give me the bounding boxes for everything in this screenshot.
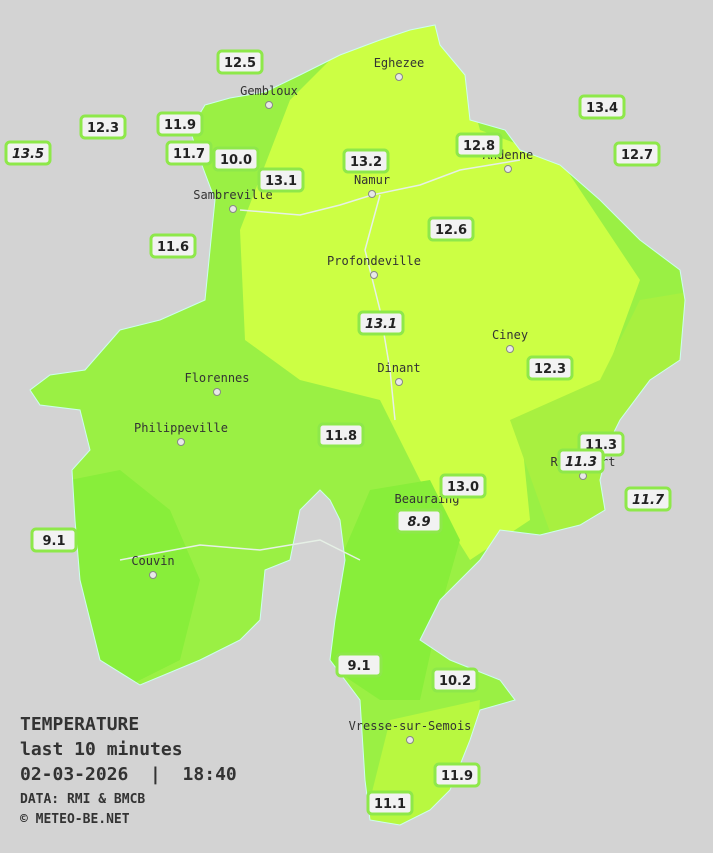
station-box xyxy=(578,94,626,120)
city-dot xyxy=(579,472,587,480)
city-name: Couvin xyxy=(131,554,174,568)
station-value: 11.7 xyxy=(173,147,205,162)
station-box xyxy=(342,148,390,174)
city-dot xyxy=(368,190,376,198)
station-value: 10.2 xyxy=(439,674,471,689)
station-value: 12.8 xyxy=(463,139,495,154)
station-box xyxy=(624,486,672,512)
city-name: Philippeville xyxy=(134,421,228,435)
station-box xyxy=(431,667,479,693)
city-dot xyxy=(149,571,157,579)
station-value: 11.8 xyxy=(325,429,357,444)
station-box xyxy=(526,355,574,381)
station-value: 11.1 xyxy=(374,797,406,812)
station-value: 11.3 xyxy=(565,455,597,470)
station-box xyxy=(557,448,605,474)
station-box xyxy=(165,140,213,166)
station-value: 11.9 xyxy=(164,118,196,133)
station-box xyxy=(335,652,383,678)
legend-datetime: 02-03-2026 | 18:40 xyxy=(20,764,237,785)
station-value: 13.0 xyxy=(447,480,479,495)
station-value: 9.1 xyxy=(42,534,65,549)
station-value: 13.1 xyxy=(265,174,297,189)
city-name: Sambreville xyxy=(193,188,272,202)
city-name: Florennes xyxy=(184,371,249,385)
station-value: 13.5 xyxy=(12,147,44,162)
station-box xyxy=(455,132,503,158)
station-box xyxy=(4,140,52,166)
station-box xyxy=(79,114,127,140)
station-value: 13.1 xyxy=(365,317,397,332)
station-value: 10.0 xyxy=(220,153,252,168)
city-dot xyxy=(177,438,185,446)
city-dot xyxy=(213,388,221,396)
legend-title: TEMPERATURE xyxy=(20,714,139,735)
station-value: 12.7 xyxy=(621,148,653,163)
city-dot xyxy=(395,73,403,81)
station-box xyxy=(216,49,264,75)
city-dot xyxy=(229,205,237,213)
city-name: Dinant xyxy=(377,361,420,375)
station-box xyxy=(395,508,443,534)
city-dot xyxy=(370,271,378,279)
station-value: 11.9 xyxy=(441,769,473,784)
station-value: 11.6 xyxy=(157,240,189,255)
station-value: 8.9 xyxy=(407,515,430,530)
city-name: Profondeville xyxy=(327,254,421,268)
station-box xyxy=(439,473,487,499)
city-dot xyxy=(506,345,514,353)
station-box xyxy=(149,233,197,259)
station-value: 12.3 xyxy=(87,121,119,136)
station-value: 12.3 xyxy=(534,362,566,377)
station-value: 9.1 xyxy=(347,659,370,674)
station-box xyxy=(257,167,305,193)
city-dot xyxy=(504,165,512,173)
station-value: 12.6 xyxy=(435,223,467,238)
station-box xyxy=(212,146,260,172)
legend-copyright: © METEO-BE.NET xyxy=(20,812,130,827)
city-dot xyxy=(265,101,273,109)
city-name: Gembloux xyxy=(240,84,298,98)
legend-source: DATA: RMI & BMCB xyxy=(20,792,145,807)
city-name: Namur xyxy=(354,173,390,187)
station-box xyxy=(30,527,78,553)
station-box xyxy=(317,422,365,448)
station-box xyxy=(433,762,481,788)
station-value: 13.4 xyxy=(586,101,618,116)
station-value: 12.5 xyxy=(224,56,256,71)
city-name: Vresse-sur-Semois xyxy=(349,719,472,733)
station-box xyxy=(427,216,475,242)
city-dot xyxy=(395,378,403,386)
station-box xyxy=(156,111,204,137)
station-box xyxy=(357,310,405,336)
legend-subtitle: last 10 minutes xyxy=(20,739,183,760)
station-value: 11.7 xyxy=(632,493,665,508)
stations: 12.5 12.3 13.5 11.9 11.7 10.0 13.1 13.2 12.8 13.4… xyxy=(4,49,672,816)
city-name: Ciney xyxy=(492,328,528,342)
city-name: Eghezee xyxy=(374,56,425,70)
station-box xyxy=(366,790,414,816)
station-box xyxy=(613,141,661,167)
city-dot xyxy=(406,736,414,744)
station-value: 13.2 xyxy=(350,155,382,170)
